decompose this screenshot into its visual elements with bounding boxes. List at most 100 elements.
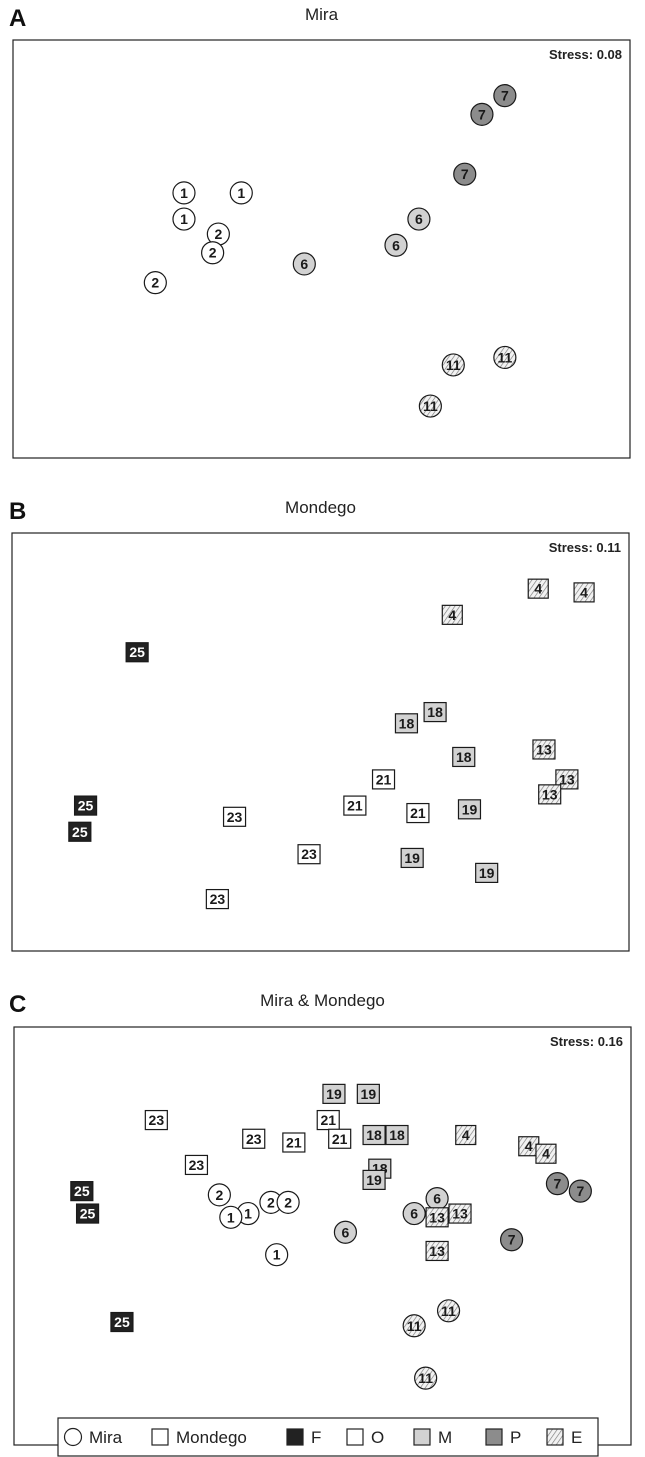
point-marker-square (362, 1169, 386, 1191)
point-label: 2 (215, 1187, 223, 1203)
panel-title: Mira & Mondego (260, 991, 385, 1010)
point-marker-circle (470, 102, 494, 126)
point-marker-square (371, 769, 396, 790)
data-point: 6 (292, 252, 316, 276)
data-point: 21 (316, 1109, 340, 1131)
point-marker-square (297, 844, 321, 865)
point-label: 2 (151, 275, 159, 291)
point-label: 18 (399, 715, 415, 731)
point-label: 21 (376, 771, 392, 787)
data-point: 25 (70, 1181, 94, 1202)
plot-frame (12, 39, 631, 459)
data-point: 7 (453, 162, 477, 186)
point-label: 23 (227, 809, 243, 825)
data-point: 13 (555, 769, 579, 790)
point-label: 11 (497, 349, 512, 365)
panel-title: Mira (305, 5, 339, 24)
data-point: 13 (425, 1207, 449, 1228)
point-label: 13 (452, 1206, 468, 1222)
legend-label: P (510, 1428, 521, 1447)
point-marker-square (527, 578, 549, 599)
point-label: 21 (410, 805, 426, 821)
point-label: 23 (246, 1131, 262, 1147)
data-point: 4 (535, 1143, 557, 1164)
point-label: 23 (210, 891, 226, 907)
data-point: 18 (423, 701, 447, 723)
stress-annotation: Stress: 0.11 (549, 540, 621, 555)
point-label: 7 (576, 1183, 584, 1199)
data-point: 18 (362, 1124, 386, 1146)
data-point: 21 (343, 795, 367, 816)
point-marker-square (222, 806, 247, 827)
data-point: 4 (573, 582, 595, 603)
point-label: 1 (227, 1209, 235, 1225)
point-label: 23 (149, 1112, 165, 1128)
data-point: 13 (532, 739, 556, 760)
data-point: 2 (207, 1183, 231, 1207)
point-label: 25 (129, 644, 145, 660)
point-label: 21 (332, 1131, 348, 1147)
point-label: 6 (342, 1224, 350, 1240)
data-point: 7 (499, 1228, 524, 1252)
point-marker-square (205, 888, 229, 910)
point-label: 7 (461, 166, 469, 182)
point-marker-circle (333, 1220, 358, 1244)
data-point: 11 (493, 345, 517, 370)
point-marker-circle (229, 181, 253, 205)
panel-letter: B (9, 498, 26, 525)
point-marker-square (322, 1083, 346, 1104)
point-marker-square (573, 582, 595, 603)
point-marker-circle (414, 1366, 438, 1390)
point-label: 11 (441, 1303, 456, 1319)
data-point: 7 (545, 1172, 570, 1196)
point-label: 4 (448, 607, 456, 623)
legend-item: M (413, 1428, 452, 1447)
point-marker-square (110, 1311, 134, 1333)
point-marker-circle (172, 207, 196, 231)
point-marker-square (406, 802, 430, 824)
point-label: 19 (326, 1086, 342, 1102)
point-label: 1 (180, 185, 188, 201)
data-point: 23 (242, 1128, 266, 1149)
point-marker-square (282, 1132, 306, 1153)
data-point: 1 (172, 181, 196, 205)
panel-title: Mondego (285, 498, 356, 517)
legend-label: F (311, 1428, 321, 1447)
point-label: 2 (267, 1194, 275, 1210)
legend-swatch-square (546, 1428, 564, 1446)
point-label: 13 (429, 1243, 445, 1259)
point-marker-square (532, 739, 556, 760)
point-label: 18 (366, 1127, 382, 1143)
data-point: 6 (333, 1220, 358, 1244)
point-label: 21 (347, 798, 363, 814)
legend-swatch-square (485, 1428, 503, 1446)
point-label: 11 (407, 1318, 422, 1334)
point-marker-square (425, 1207, 449, 1228)
legend-item: P (485, 1428, 521, 1447)
point-label: 1 (244, 1206, 252, 1222)
point-label: 11 (446, 357, 461, 373)
data-point: 23 (184, 1154, 209, 1176)
point-marker-circle (499, 1228, 524, 1252)
data-point: 25 (125, 642, 149, 663)
point-marker-circle (441, 353, 465, 377)
point-label: 1 (237, 185, 245, 201)
data-point: 6 (425, 1186, 449, 1211)
data-point: 11 (414, 1366, 438, 1390)
legend-label: Mira (89, 1428, 123, 1447)
point-label: 4 (462, 1127, 470, 1143)
point-marker-square (73, 795, 98, 816)
data-point: 1 (229, 181, 253, 205)
point-marker-circle (418, 394, 442, 418)
legend-item: F (286, 1428, 321, 1447)
data-point: 13 (425, 1240, 449, 1262)
data-point: 25 (75, 1203, 100, 1224)
point-marker-circle (407, 207, 431, 231)
point-label: 6 (415, 211, 423, 227)
data-point: 25 (73, 795, 98, 816)
point-marker-square (457, 799, 482, 820)
data-point: 13 (448, 1203, 472, 1224)
data-point: 11 (418, 394, 442, 418)
